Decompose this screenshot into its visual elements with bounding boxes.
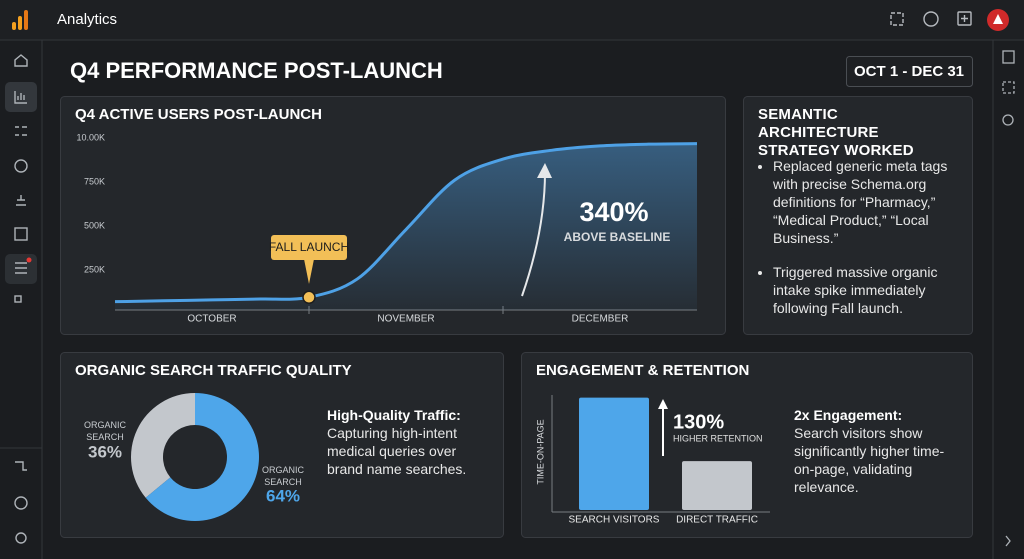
slice-value: 64%: [266, 486, 300, 505]
callout-label: FALL LAUNCH: [269, 240, 349, 254]
panel-title: SEMANTIC ARCHITECTURE STRATEGY WORKED: [758, 106, 914, 159]
date-range: OCT 1 - DEC 31: [854, 63, 964, 80]
bar: [579, 397, 649, 510]
nav-reports[interactable]: [14, 91, 27, 104]
bullet: Replaced generic meta tags with precise …: [773, 157, 962, 247]
nav-audience[interactable]: [16, 195, 26, 206]
note-heading: High-Quality Traffic:: [327, 407, 461, 423]
arrow-head: [658, 399, 668, 409]
side-expand[interactable]: [1005, 535, 1011, 547]
x-tick-label: OCTOBER: [187, 314, 236, 325]
callout-value: 340%: [579, 197, 648, 227]
avatar[interactable]: [987, 9, 1009, 31]
x-tick-label: SEARCH VISITORS: [569, 515, 660, 526]
nav-explore[interactable]: [15, 126, 27, 136]
callout-pointer: [304, 259, 314, 284]
donut-slice: [145, 393, 259, 521]
nav-admin[interactable]: [15, 461, 27, 471]
bar: [682, 461, 752, 510]
donut-slice: [131, 393, 195, 498]
side-settings[interactable]: [1002, 114, 1014, 126]
page-title: Q4 PERFORMANCE POST-LAUNCH: [70, 58, 443, 83]
app-name: Analytics: [57, 11, 117, 28]
panel: [743, 96, 973, 335]
area-fill: [115, 143, 697, 310]
panel-title: ENGAGEMENT & RETENTION: [536, 362, 749, 379]
logo: [12, 10, 28, 30]
panel-title: ORGANIC SEARCH TRAFFIC QUALITY: [75, 362, 352, 379]
y-axis-label: TIME-ON-PAGE: [535, 419, 545, 484]
note-text: Capturing high-intent medical queries ov…: [327, 425, 467, 477]
nav-lists[interactable]: [15, 262, 27, 274]
side-insights[interactable]: [1002, 81, 1015, 94]
y-tick-label: 250K: [84, 264, 105, 274]
line: [114, 142, 698, 304]
engagement-note: 2x Engagement: Search visitors show sign…: [794, 406, 959, 496]
bullet: Triggered massive organic intake spike i…: [773, 263, 962, 317]
y-tick-label: 10.00K: [76, 132, 105, 142]
top-bar: [0, 0, 1024, 40]
side-notes[interactable]: [1002, 50, 1015, 64]
nav-home[interactable]: [14, 54, 28, 67]
nav-help[interactable]: [14, 496, 28, 510]
slice-value: 36%: [88, 442, 122, 461]
nav-trends[interactable]: [14, 227, 28, 241]
panel-title: Q4 ACTIVE USERS POST-LAUNCH: [75, 106, 322, 123]
slice-label: ORGANIC SEARCH: [83, 420, 126, 442]
launch-point: [302, 290, 316, 305]
growth-arrow: [521, 171, 546, 297]
nav-settings[interactable]: [15, 532, 27, 544]
bullet-list: Replaced generic meta tags with precise …: [757, 157, 962, 333]
callout-text: ABOVE BASELINE: [564, 230, 671, 244]
callout-value: 130%: [673, 411, 724, 433]
arrow-head: [537, 163, 552, 178]
add-icon[interactable]: [957, 11, 972, 26]
slice-label: ORGANIC SEARCH: [261, 465, 304, 487]
y-tick-label: 750K: [84, 176, 105, 186]
callout-box: [271, 235, 347, 260]
nav-active: [5, 254, 37, 284]
date-range-box[interactable]: [846, 56, 973, 87]
help-icon[interactable]: [923, 11, 939, 27]
nav-advertising[interactable]: [14, 159, 28, 173]
nav-config[interactable]: [14, 295, 22, 303]
y-tick-label: 500K: [84, 220, 105, 230]
apps-icon[interactable]: [890, 12, 904, 26]
callout-text: HIGHER RETENTION: [673, 433, 763, 443]
note-text: Search visitors show significantly highe…: [794, 425, 945, 495]
traffic-note: High-Quality Traffic: Capturing high-int…: [327, 406, 492, 478]
notification-dot: [26, 257, 32, 263]
x-tick-label: DECEMBER: [572, 314, 629, 325]
note-heading: 2x Engagement:: [794, 407, 903, 423]
x-tick-label: NOVEMBER: [377, 314, 434, 325]
x-tick-label: DIRECT TRAFFIC: [676, 515, 758, 526]
